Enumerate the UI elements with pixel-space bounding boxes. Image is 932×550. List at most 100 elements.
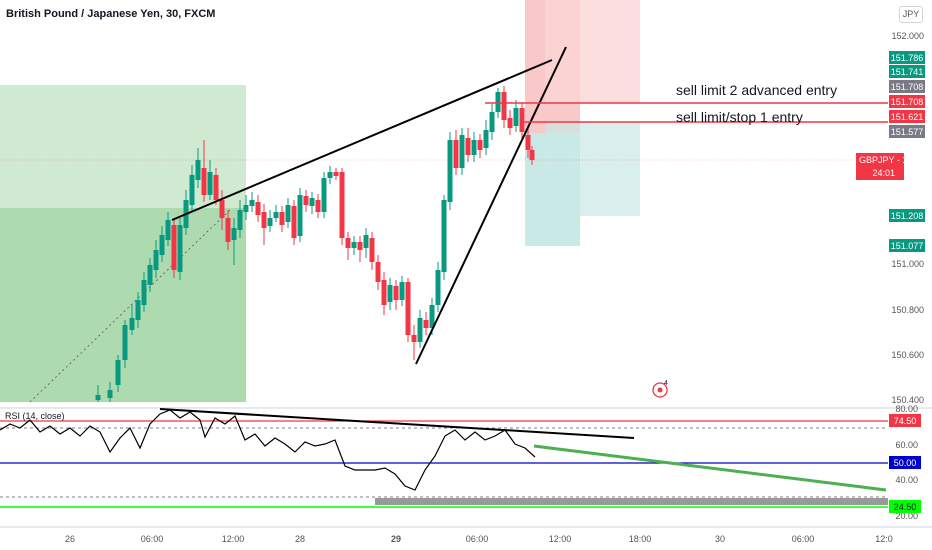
rsi-lower-tag-label: 24.50 xyxy=(894,502,917,512)
rsi-tick: 40.00 xyxy=(895,475,918,485)
candle-body xyxy=(351,242,357,248)
svg-text:4: 4 xyxy=(664,380,668,387)
candle-body xyxy=(315,200,321,212)
candle-body xyxy=(495,92,501,112)
wedge-upper-line[interactable] xyxy=(171,59,553,221)
price-tag-label: 151.708 xyxy=(891,82,924,92)
current-price-tag xyxy=(856,153,904,180)
candle-body xyxy=(507,118,513,128)
price-tag-label: 151.077 xyxy=(891,241,924,251)
price-tick: 150.800 xyxy=(891,305,924,315)
currency-button[interactable]: JPY xyxy=(899,6,923,23)
candle-body xyxy=(453,140,459,168)
price-tick: 150.400 xyxy=(891,395,924,405)
chart-title: British Pound / Japanese Yen, 30, FXCM xyxy=(6,8,216,20)
candle-body xyxy=(303,196,309,205)
time-tick: 06:00 xyxy=(466,534,489,544)
wedge-lower-line[interactable] xyxy=(415,46,567,365)
rsi-trend-line[interactable] xyxy=(159,408,635,439)
time-tick: 06:00 xyxy=(141,534,164,544)
price-tag-label: 151.577 xyxy=(891,127,924,137)
candle-body xyxy=(95,395,101,400)
time-tick: 30 xyxy=(715,534,725,544)
candle-body xyxy=(381,280,387,305)
price-tag-label: 151.786 xyxy=(891,53,924,63)
candle-body xyxy=(225,218,231,242)
candle-body xyxy=(165,220,171,240)
candle-body xyxy=(195,160,201,180)
rsi-tick: 20.00 xyxy=(895,511,918,521)
candle-body xyxy=(201,168,207,195)
price-tick: 152.000 xyxy=(891,31,924,41)
candle-body xyxy=(297,195,303,236)
candle-body xyxy=(345,238,351,248)
price-tag-green xyxy=(889,239,925,252)
candle-body xyxy=(231,228,237,240)
price-tag-green xyxy=(889,65,925,78)
candle-body xyxy=(519,108,525,132)
candle-body xyxy=(529,150,535,160)
stop-zone-2 xyxy=(545,0,640,103)
rsi-shaded-block xyxy=(375,498,888,505)
candle-body xyxy=(135,300,141,320)
candle-body xyxy=(255,202,261,215)
time-tick: 29 xyxy=(391,534,401,544)
rsi-title: RSI (14, close) xyxy=(5,411,65,421)
candle-body xyxy=(291,206,297,238)
price-tag-green xyxy=(889,51,925,64)
candle-body xyxy=(333,172,339,176)
candle-body xyxy=(189,175,195,205)
rsi-mid-tag xyxy=(889,456,921,469)
price-tag-grey xyxy=(889,80,925,93)
candle-body xyxy=(429,305,435,328)
dotted-trend xyxy=(29,209,231,403)
rsi-projection-line[interactable] xyxy=(533,444,887,492)
price-tag-red xyxy=(889,110,925,123)
time-axis: 26 06:00 12:00 28 29 06:00 12:00 18:00 30 06:00 12… xyxy=(65,534,893,544)
time-tick: 12:00 xyxy=(222,534,245,544)
candle-body xyxy=(435,270,441,305)
candle-body xyxy=(417,318,423,342)
candle-body xyxy=(441,200,447,272)
candle-body xyxy=(399,282,405,300)
rsi-line xyxy=(0,409,536,491)
candle-body xyxy=(387,285,393,302)
entry-zone xyxy=(0,208,246,402)
candle-body xyxy=(459,135,465,168)
countdown-label: 24:01 xyxy=(872,168,895,178)
candle-body xyxy=(267,218,273,226)
price-tag-label: 151.208 xyxy=(891,211,924,221)
price-tag-grey xyxy=(889,125,925,138)
candle-body xyxy=(285,205,291,222)
candle-body xyxy=(525,135,531,150)
candle-body xyxy=(159,235,165,255)
candle-body xyxy=(477,140,483,150)
candle-body xyxy=(375,262,381,282)
rsi-axis: 80.00 60.00 40.00 20.00 xyxy=(895,404,918,521)
candle-body xyxy=(107,390,113,398)
price-axis: 152.000 151.000 150.800 150.600 150.400 xyxy=(891,31,924,405)
time-tick: 12:00 xyxy=(549,534,572,544)
candle-body xyxy=(171,225,177,270)
candle-body xyxy=(393,286,399,300)
candle-body xyxy=(177,225,183,272)
rsi-upper-tag-label: 74.50 xyxy=(894,416,917,426)
candle-body xyxy=(237,210,243,230)
time-tick: 12:0 xyxy=(875,534,893,544)
price-tag-green xyxy=(889,209,925,222)
candle-body xyxy=(141,280,147,305)
rsi-tick: 60.00 xyxy=(895,440,918,450)
price-tick: 150.600 xyxy=(891,350,924,360)
candle-body xyxy=(501,92,507,120)
alarm-icon[interactable]: 4 xyxy=(652,380,668,398)
candle-body xyxy=(357,242,363,250)
candle-body xyxy=(489,112,495,132)
candle-body xyxy=(423,320,429,328)
candle-body xyxy=(219,200,225,218)
price-tick: 151.000 xyxy=(891,259,924,269)
time-tick: 26 xyxy=(65,534,75,544)
candle-body xyxy=(471,140,477,155)
candle-body xyxy=(261,212,267,228)
candle-body xyxy=(321,178,327,212)
